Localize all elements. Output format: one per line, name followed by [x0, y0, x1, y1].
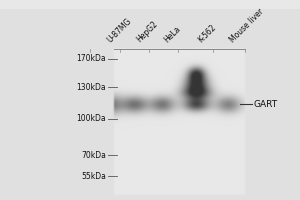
Text: U-87MG: U-87MG	[105, 16, 133, 44]
Text: Mouse liver: Mouse liver	[228, 7, 266, 44]
Text: K-562: K-562	[196, 23, 218, 44]
Text: 55kDa: 55kDa	[81, 172, 106, 181]
Text: 130kDa: 130kDa	[76, 83, 106, 92]
Text: 170kDa: 170kDa	[76, 54, 106, 63]
Text: 100kDa: 100kDa	[76, 114, 106, 123]
Text: HepG2: HepG2	[135, 20, 160, 44]
Text: HeLa: HeLa	[162, 24, 182, 44]
Text: GART: GART	[253, 100, 277, 109]
Text: 70kDa: 70kDa	[81, 151, 106, 160]
